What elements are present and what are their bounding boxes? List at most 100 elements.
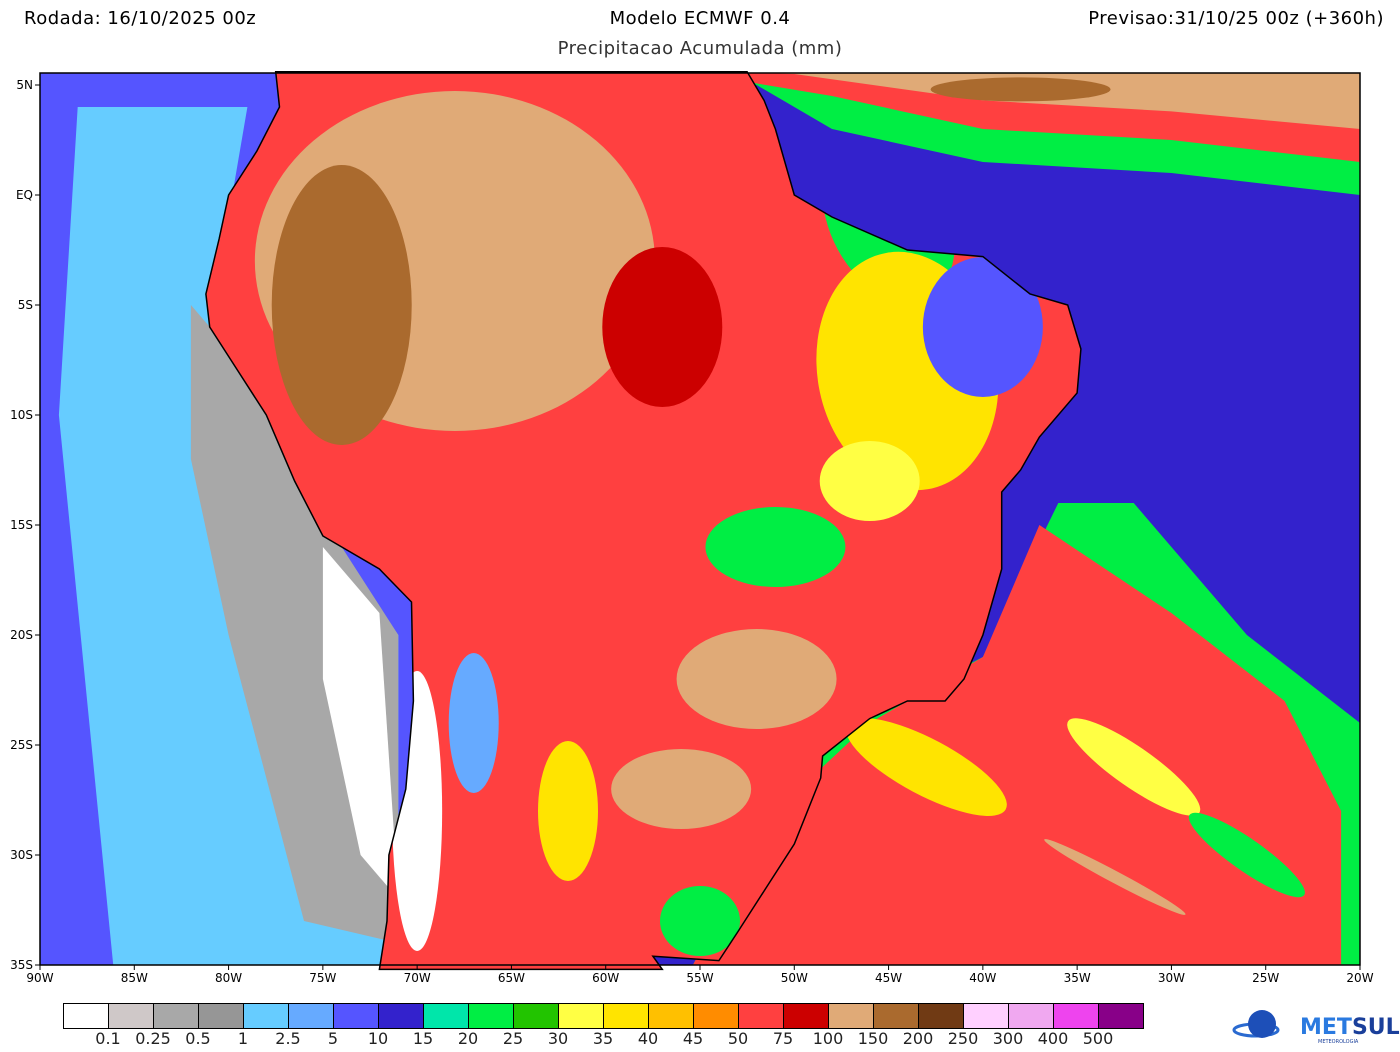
model-title: Modelo ECMWF 0.4	[609, 8, 791, 29]
legend-swatch	[469, 1004, 514, 1028]
northeast-blue-area	[922, 257, 1043, 397]
ocean-southeast-red	[692, 525, 1342, 965]
ocean-brown-streak	[1044, 839, 1186, 915]
latitude-label: EQ	[16, 188, 33, 202]
longitude-label: 80W	[215, 971, 242, 985]
color-scale-labels: 0.1 0.25 0.5 1 2.5 5 10 15 20 25 30 35 40 45 50 75 100 15…	[63, 1029, 1153, 1049]
legend-swatch	[289, 1004, 334, 1028]
longitude-label: 60W	[592, 971, 619, 985]
legend-label: 300	[992, 1029, 1024, 1048]
latitude-label: 5N	[16, 78, 33, 92]
legend-label: 200	[902, 1029, 934, 1048]
legend-label: 100	[812, 1029, 844, 1048]
latitude-label: 5S	[18, 298, 33, 312]
map-subtitle: Precipitacao Acumulada (mm)	[557, 38, 843, 59]
legend-swatch	[514, 1004, 559, 1028]
legend-label: 250	[947, 1029, 979, 1048]
legend-label: 30	[547, 1029, 569, 1048]
latitude-label: 15S	[10, 518, 33, 532]
legend-label: 0.25	[135, 1029, 171, 1048]
legend-label: 25	[502, 1029, 524, 1048]
longitude-label: 35W	[1064, 971, 1091, 985]
latitude-label: 10S	[10, 408, 33, 422]
legend-swatch	[379, 1004, 424, 1028]
legend-swatch	[739, 1004, 784, 1028]
legend-swatch	[784, 1004, 829, 1028]
longitude-label: 65W	[498, 971, 525, 985]
legend-label: 40	[637, 1029, 659, 1048]
legend-swatch	[694, 1004, 739, 1028]
legend-swatch	[964, 1004, 1009, 1028]
legend-label: 15	[412, 1029, 434, 1048]
latitude-label: 20S	[10, 628, 33, 642]
ocean-yellow-band-2	[1067, 718, 1201, 816]
ocean-pacific-nodata	[322, 547, 399, 899]
legend-label: 0.5	[185, 1029, 211, 1048]
parana-brown-area	[676, 629, 837, 729]
longitude-label: 55W	[686, 971, 713, 985]
legend-label: 400	[1037, 1029, 1069, 1048]
legend-label: 20	[457, 1029, 479, 1048]
metsul-logo: METSUL METEOROLOGIA	[1232, 1010, 1400, 1045]
legend-label: 1	[237, 1029, 249, 1048]
longitude-label: 75W	[309, 971, 336, 985]
legend-swatch	[244, 1004, 289, 1028]
longitude-label: 25W	[1252, 971, 1279, 985]
legend-swatch	[604, 1004, 649, 1028]
run-time-label: Rodada: 16/10/2025 00z	[24, 8, 257, 29]
legend-label: 500	[1082, 1029, 1114, 1048]
legend-label: 35	[592, 1029, 614, 1048]
legend-swatch	[424, 1004, 469, 1028]
legend-swatch	[559, 1004, 604, 1028]
para-dark-red-area	[602, 247, 723, 407]
legend-swatch	[874, 1004, 919, 1028]
ocean-north-brown-patch	[930, 77, 1111, 102]
central-yellow-patch	[819, 441, 920, 521]
legend-label: 2.5	[275, 1029, 301, 1048]
forecast-valid-label: Previsao:31/10/25 00z (+360h)	[1088, 8, 1384, 29]
legend-label: 0.1	[95, 1029, 121, 1048]
ocean-north-band-brown	[760, 73, 1360, 129]
legend-swatch	[649, 1004, 694, 1028]
longitude-label: 85W	[121, 971, 148, 985]
logo-text: METSUL	[1300, 1015, 1400, 1040]
legend-swatch	[154, 1004, 199, 1028]
longitude-label: 40W	[969, 971, 996, 985]
andes-brown-area	[271, 165, 412, 445]
longitude-label: 50W	[781, 971, 808, 985]
ocean-green-band	[1188, 812, 1305, 898]
legend-label: 75	[772, 1029, 794, 1048]
legend-swatch	[1099, 1004, 1143, 1028]
latitude-label: 35S	[10, 958, 33, 972]
legend-swatch	[829, 1004, 874, 1028]
altiplano-blue-area	[448, 653, 499, 793]
legend-label: 45	[682, 1029, 704, 1048]
longitude-label: 70W	[404, 971, 431, 985]
legend-swatch	[1009, 1004, 1054, 1028]
longitude-label: 20W	[1346, 971, 1373, 985]
longitude-label: 45W	[875, 971, 902, 985]
coastline	[205, 71, 1082, 971]
legend-label: 10	[367, 1029, 389, 1048]
legend-swatch	[109, 1004, 154, 1028]
chaco-yellow-area	[538, 741, 598, 881]
logo-tagline: METEOROLOGIA	[1318, 1039, 1359, 1045]
legend-label: 50	[727, 1029, 749, 1048]
legend-label: 150	[857, 1029, 889, 1048]
uruguay-green-area	[660, 886, 740, 956]
legend-swatch	[1054, 1004, 1099, 1028]
legend-label: 5	[327, 1029, 339, 1048]
color-scale-legend	[63, 1003, 1144, 1029]
longitude-label: 30W	[1158, 971, 1185, 985]
legend-swatch	[64, 1004, 109, 1028]
logo-globe-icon	[1248, 1010, 1276, 1038]
ocean-yellow-band-1	[845, 718, 1007, 816]
central-green-patch	[705, 507, 846, 587]
ocean-field	[40, 73, 1360, 965]
legend-swatch	[199, 1004, 244, 1028]
longitude-label: 90W	[26, 971, 53, 985]
latitude-label: 30S	[10, 848, 33, 862]
legend-swatch	[919, 1004, 964, 1028]
